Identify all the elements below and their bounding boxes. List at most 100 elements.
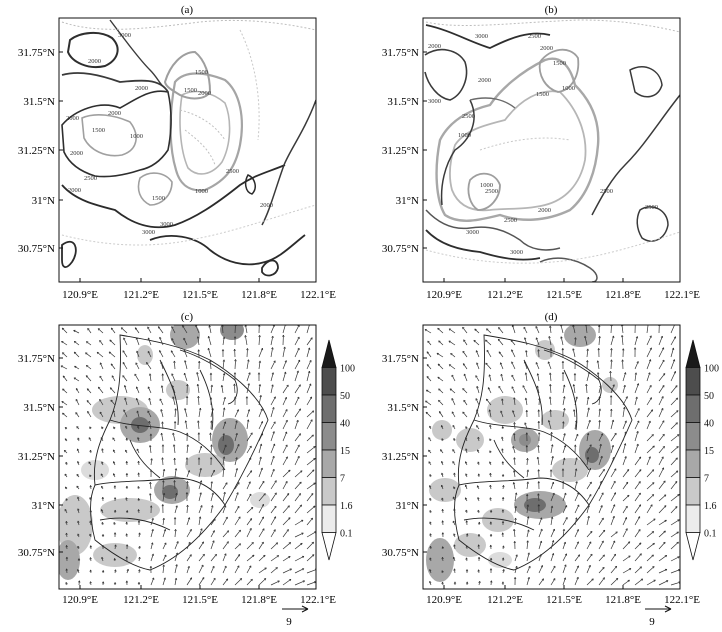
wind-vector-head (550, 432, 553, 435)
wind-vector (610, 553, 616, 562)
wind-vector-head (226, 530, 230, 533)
wind-vector-head (549, 409, 552, 412)
wind-vector (174, 541, 179, 550)
contour-b-2500-b (539, 257, 598, 282)
wind-vector (306, 446, 316, 454)
contour-label: 1500 (536, 91, 549, 98)
wind-vector-head (113, 485, 117, 488)
wind-vector-head (264, 567, 267, 570)
wind-vector-head (590, 530, 593, 534)
wind-vector (670, 371, 676, 382)
wind-vector (124, 385, 128, 394)
wind-vector-head (161, 421, 164, 424)
wind-vector-head (573, 360, 577, 363)
wind-vector (198, 407, 201, 418)
wind-vector (586, 433, 589, 442)
wind-vector (221, 325, 224, 334)
wind-vector-head (600, 505, 603, 508)
wind-vector-head (189, 577, 193, 580)
wind-vector (658, 420, 665, 430)
wind-vector-head (125, 580, 129, 583)
wind-vector-head (137, 498, 140, 501)
wind-vector-head (525, 410, 529, 413)
wind-vector-head (539, 554, 542, 557)
wind-vector (136, 337, 140, 346)
wind-vector-head (62, 375, 66, 378)
wind-vector-head (198, 407, 202, 411)
wind-vector-head (549, 469, 553, 472)
wind-vector (437, 327, 444, 334)
wind-vector (501, 398, 504, 406)
wind-vector-head (596, 360, 600, 363)
wind-vector (147, 326, 152, 334)
wind-vector-head (551, 444, 554, 447)
wind-vector-head (653, 518, 656, 521)
wind-vector (514, 566, 518, 574)
wind-vector-head (628, 568, 632, 571)
wind-vector (524, 361, 528, 370)
wind-vector (526, 552, 530, 562)
wind-vector-head (149, 493, 152, 496)
wind-vector-head (185, 396, 189, 399)
wind-vector (634, 408, 640, 418)
wind-vector (282, 419, 288, 430)
wind-vector (210, 566, 215, 574)
wind-vector-head (174, 468, 178, 471)
wind-vector (526, 516, 529, 526)
wind-vector-head (271, 347, 274, 350)
wind-vector (622, 443, 626, 454)
reference-vector-label: 9 (286, 616, 292, 628)
wind-vector-head (465, 569, 469, 572)
wind-vector-head (551, 553, 555, 556)
wind-vector-head (302, 580, 305, 583)
wind-vector-head (126, 568, 129, 572)
wind-vector-head (125, 497, 128, 500)
wind-vector (462, 388, 468, 394)
wind-vector (622, 541, 631, 550)
wind-vector (246, 493, 252, 502)
wind-vector (282, 360, 287, 370)
wind-vector (270, 455, 275, 466)
wind-vector (258, 504, 264, 514)
wind-vector (222, 505, 227, 514)
wind-vector-head (451, 374, 454, 378)
contour-label: 2000 (538, 207, 551, 214)
wind-vector-head (209, 457, 213, 460)
wind-vector-head (135, 337, 139, 340)
wind-vector (197, 336, 200, 346)
wind-vector (463, 373, 468, 382)
wind-vector-head (159, 336, 162, 340)
wind-vector (598, 529, 606, 538)
wind-vector-head (602, 554, 605, 557)
wind-vector-head (627, 541, 631, 544)
wind-vector-head (237, 505, 240, 509)
wind-vector-head (173, 421, 177, 424)
wind-vector-head (184, 360, 187, 363)
wind-vector (598, 481, 602, 490)
wind-vector (134, 373, 140, 382)
wind-vector-head (77, 558, 81, 561)
wind-vector-head (235, 457, 238, 460)
wind-vector-head (233, 348, 236, 352)
wind-vector (598, 567, 605, 574)
y-tick-label: 30.75°N (382, 547, 419, 559)
wind-vector-head (137, 486, 140, 489)
wind-vector (670, 457, 678, 466)
wind-vector-head (526, 458, 529, 461)
wind-vector (186, 505, 189, 514)
wind-vector-head (464, 484, 468, 487)
wind-vector-head (149, 565, 153, 569)
wind-vector (634, 542, 642, 550)
wind-vector-head (162, 480, 165, 483)
wind-vector-head (501, 532, 505, 535)
wind-vector-head (625, 481, 629, 485)
wind-vector-head (62, 412, 65, 416)
wind-vector (222, 336, 225, 346)
wind-vector-head (551, 540, 555, 543)
wind-vector (537, 456, 540, 466)
wind-vector-head (248, 481, 251, 484)
wind-vector (610, 565, 618, 574)
wind-vector-head (313, 446, 316, 449)
wind-vector-head (676, 541, 679, 545)
